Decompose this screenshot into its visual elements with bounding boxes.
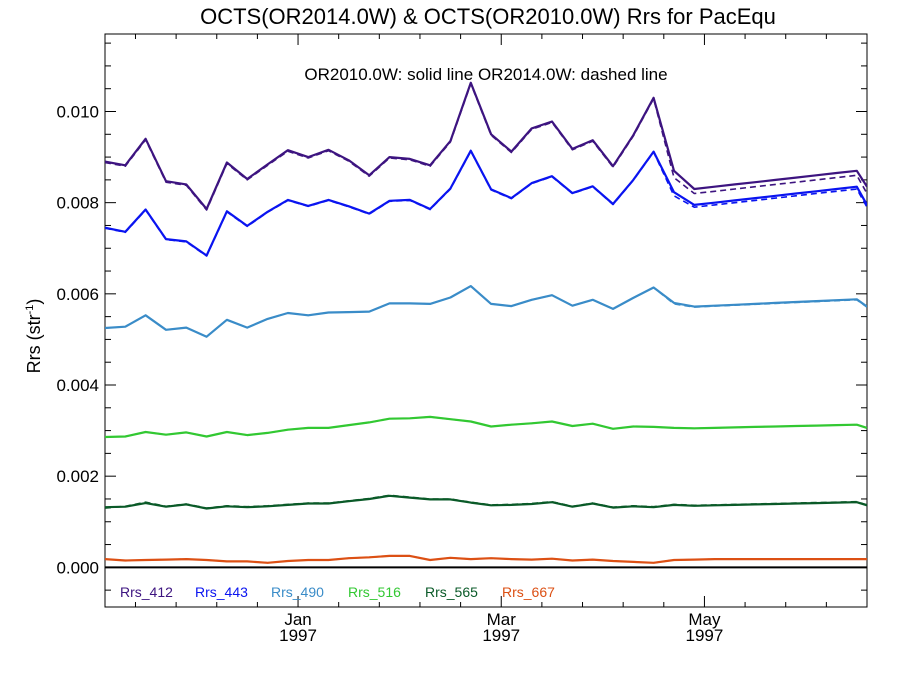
plot-area: 0.0000.0020.0040.0060.0080.010Jan1997Mar…: [56, 33, 868, 645]
y-tick-label: 0.000: [56, 558, 99, 577]
series-line-rrs-443-solid: [105, 149, 867, 257]
series-line-rrs-443-dashed: [105, 150, 867, 257]
y-tick-label: 0.010: [56, 102, 99, 121]
x-tick-month-label: Jan: [284, 610, 311, 629]
series-line-rrs-412-dashed: [105, 82, 867, 211]
x-tick-year-label: 1997: [482, 626, 520, 645]
y-axis-label-text: Rrs (str: [24, 314, 44, 373]
series-line-rrs-490-dashed: [105, 285, 867, 338]
series-line-rrs-565-solid: [105, 494, 867, 510]
legend-entry-rrs-412: Rrs_412: [120, 584, 173, 600]
y-tick-label: 0.004: [56, 376, 99, 395]
x-tick-month-label: Mar: [487, 610, 517, 629]
legend-entry-rrs-565: Rrs_565: [425, 584, 478, 600]
series-group: [105, 81, 867, 564]
legend-entry-rrs-490: Rrs_490: [271, 584, 324, 600]
line-style-annotation: OR2010.0W: solid line OR2014.0W: dashed …: [304, 65, 667, 84]
series-line-rrs-412-solid: [105, 81, 867, 211]
y-axis-label: Rrs (str-1): [24, 299, 44, 374]
legend-entry-rrs-667: Rrs_667: [502, 584, 555, 600]
series-line-rrs-667-solid: [105, 554, 867, 564]
x-tick-year-label: 1997: [279, 626, 317, 645]
series-line-rrs-516-solid: [105, 415, 867, 439]
plot-frame: [104, 33, 868, 608]
y-axis-label-superscript: -1: [24, 305, 36, 315]
y-tick-label: 0.006: [56, 285, 99, 304]
x-tick-month-label: May: [688, 610, 721, 629]
legend-entry-rrs-516: Rrs_516: [348, 584, 401, 600]
y-axis-label-close: ): [24, 299, 44, 305]
x-tick-year-label: 1997: [686, 626, 724, 645]
y-tick-label: 0.008: [56, 194, 99, 213]
series-line-rrs-490-solid: [105, 285, 867, 338]
legend-entry-rrs-443: Rrs_443: [195, 584, 248, 600]
chart-title: OCTS(OR2014.0W) & OCTS(OR2010.0W) Rrs fo…: [200, 4, 776, 29]
y-tick-label: 0.002: [56, 467, 99, 486]
